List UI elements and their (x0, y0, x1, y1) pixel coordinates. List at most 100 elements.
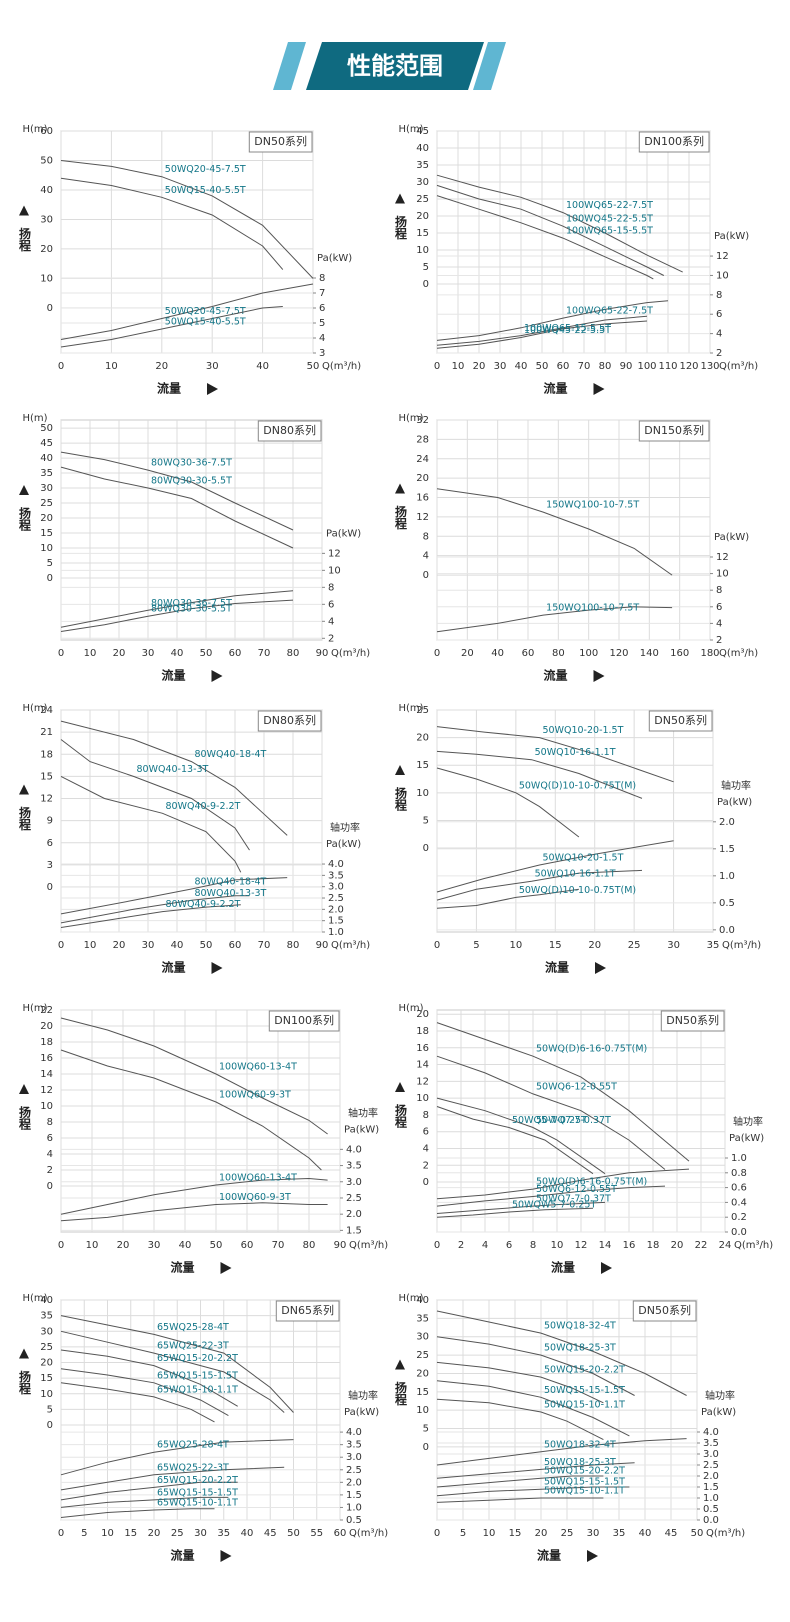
y-tick-label: 30 (40, 483, 53, 494)
y2-tick-label: 12 (328, 548, 341, 559)
curve-label: 50WQ18-32-4T (544, 1439, 616, 1450)
y-tick-label: 21 (40, 727, 53, 738)
chart-title: DN50系列 (654, 713, 707, 727)
y2-tick-label: 4.0 (346, 1144, 362, 1155)
x-tick-label: 40 (515, 361, 528, 372)
x-tick-label: 30 (587, 1528, 600, 1539)
title-box (648, 710, 713, 732)
curve-label: 100WQ65-22-7.5T (566, 200, 653, 211)
y-tick-label: 2 (423, 1160, 429, 1171)
y2-tick-label: 8 (716, 585, 722, 596)
curve (60, 1508, 215, 1518)
y2-tick-label: 0.0 (703, 1515, 719, 1526)
y-tick-label: 6 (423, 1127, 429, 1138)
x-tick-label: 20 (535, 1528, 548, 1539)
x-tick-label: 5 (473, 940, 479, 951)
y-tick-label: 10 (416, 788, 429, 799)
title-box (638, 420, 710, 442)
curve-label: 100WQ45-22-5.5T (524, 325, 611, 336)
x-tick-label: 45 (264, 1528, 277, 1539)
y-tick-label: 0 (423, 279, 429, 290)
title-box (257, 710, 322, 732)
x-tick-label: 160 (670, 648, 689, 659)
x-tick-label: 50 (287, 1528, 300, 1539)
curve-label: 80WQ40-18-4T (195, 876, 267, 887)
x-tick-label: 70 (258, 940, 271, 951)
curve-label: 50WQ15-40-5.5T (165, 317, 246, 328)
curve-label: 50WQW5-7-0.25T (512, 1200, 596, 1211)
y-tick-label: 18 (416, 1026, 429, 1037)
x-tick-label: 40 (256, 361, 269, 372)
curve (436, 1398, 604, 1441)
x-tick-label: 0 (434, 1240, 440, 1251)
axis-arrow (19, 1348, 29, 1359)
title-box (660, 1010, 725, 1032)
y2-axis-title: 轴功率 (705, 1389, 735, 1402)
y-tick-label: 0 (47, 303, 53, 314)
x-tick-label: 10 (509, 940, 522, 951)
y2-tick-label: 0.5 (703, 1504, 719, 1515)
x-tick-label: 45 (665, 1528, 678, 1539)
y-tick-label: 20 (416, 1368, 429, 1379)
y-tick-label: 20 (416, 473, 429, 484)
y-tick-label: 4 (423, 551, 429, 562)
y-tick-label: 40 (40, 185, 53, 196)
y-tick-label: 15 (416, 1387, 429, 1398)
curve-label: 50WQ7-7-0.37T (536, 1115, 611, 1126)
y-axis-label: H(m) (398, 1293, 423, 1304)
curve-label: 100WQ65-15-5.5T (566, 226, 653, 237)
y-tick-label: 5 (423, 815, 429, 826)
x-tick-label: 0 (58, 940, 64, 951)
curve (436, 1486, 630, 1497)
x-tick-label: 20 (588, 940, 601, 951)
plot-frame (436, 709, 714, 933)
x-tick-label: 50 (200, 648, 213, 659)
plot-frame (436, 130, 711, 354)
chart-panel: 0 10 20 30 40 50 0 10 20 30 40 50 60 3 4 5 6 7 8 H(m) Pa(kW)… (18, 124, 362, 396)
x-axis-label: Q(m³/h) (349, 1240, 388, 1251)
y-tick-label: 10 (40, 1389, 53, 1400)
y-tick-label: 0 (47, 1420, 53, 1431)
curve-label: 50WQ15-10-1.1T (544, 1486, 625, 1497)
curve (60, 1368, 229, 1417)
y-axis-label: H(m) (22, 703, 47, 714)
x-tick-label: 130 (700, 361, 719, 372)
x-tick-label: 30 (148, 1240, 161, 1251)
curve-label: 50WQ10-16-1.1T (535, 869, 616, 880)
curve-label: 50WQ6-12-0.55T (536, 1081, 617, 1092)
x-tick-label: 100 (637, 361, 656, 372)
x-axis-title: 流量 (170, 1548, 194, 1563)
curve-label: 50WQ20-45-7.5T (165, 306, 246, 317)
curve (60, 590, 294, 628)
chart-title: DN100系列 (274, 1013, 334, 1027)
x-tick-label: 50 (307, 361, 320, 372)
curve-label: 80WQ40-9-2.2T (166, 899, 241, 910)
y-tick-label: 0 (423, 570, 429, 581)
x-tick-label: 30 (194, 1528, 207, 1539)
x-tick-label: 10 (452, 361, 465, 372)
x-tick-label: 35 (217, 1528, 230, 1539)
y2-tick-label: 0.8 (731, 1168, 747, 1179)
title-box (638, 131, 710, 153)
x-tick-label: 120 (679, 361, 698, 372)
y-axis-title: 扬程 (394, 214, 408, 240)
y-tick-label: 0 (47, 1181, 53, 1192)
curve (60, 739, 250, 851)
y2-tick-label: 2.5 (703, 1460, 719, 1471)
axis-arrow (595, 962, 606, 974)
chart-panel: 0 5 10 15 20 25 30 35 40 45 50 55 60 0 5 10 15 20 25 30 35 40… (18, 1293, 389, 1563)
y-tick-label: 6 (47, 838, 53, 849)
x-tick-label: 90 (620, 361, 633, 372)
y-tick-label: 45 (416, 126, 429, 137)
y-tick-label: 15 (40, 528, 53, 539)
x-tick-label: 70 (578, 361, 591, 372)
y-tick-label: 20 (416, 1009, 429, 1020)
y2-tick-label: 0.0 (731, 1227, 747, 1238)
y2-tick-label: 0.5 (346, 1515, 362, 1526)
y-tick-label: 4 (47, 1149, 53, 1160)
curve-label: 50WQ15-15-1.5T (544, 1385, 625, 1396)
chart-panel: 0 10 20 30 40 50 60 70 80 90 100 110 120 130 0 5 10 15 20 2… (394, 124, 759, 396)
y-tick-label: 8 (423, 1110, 429, 1121)
curve (436, 1361, 604, 1404)
